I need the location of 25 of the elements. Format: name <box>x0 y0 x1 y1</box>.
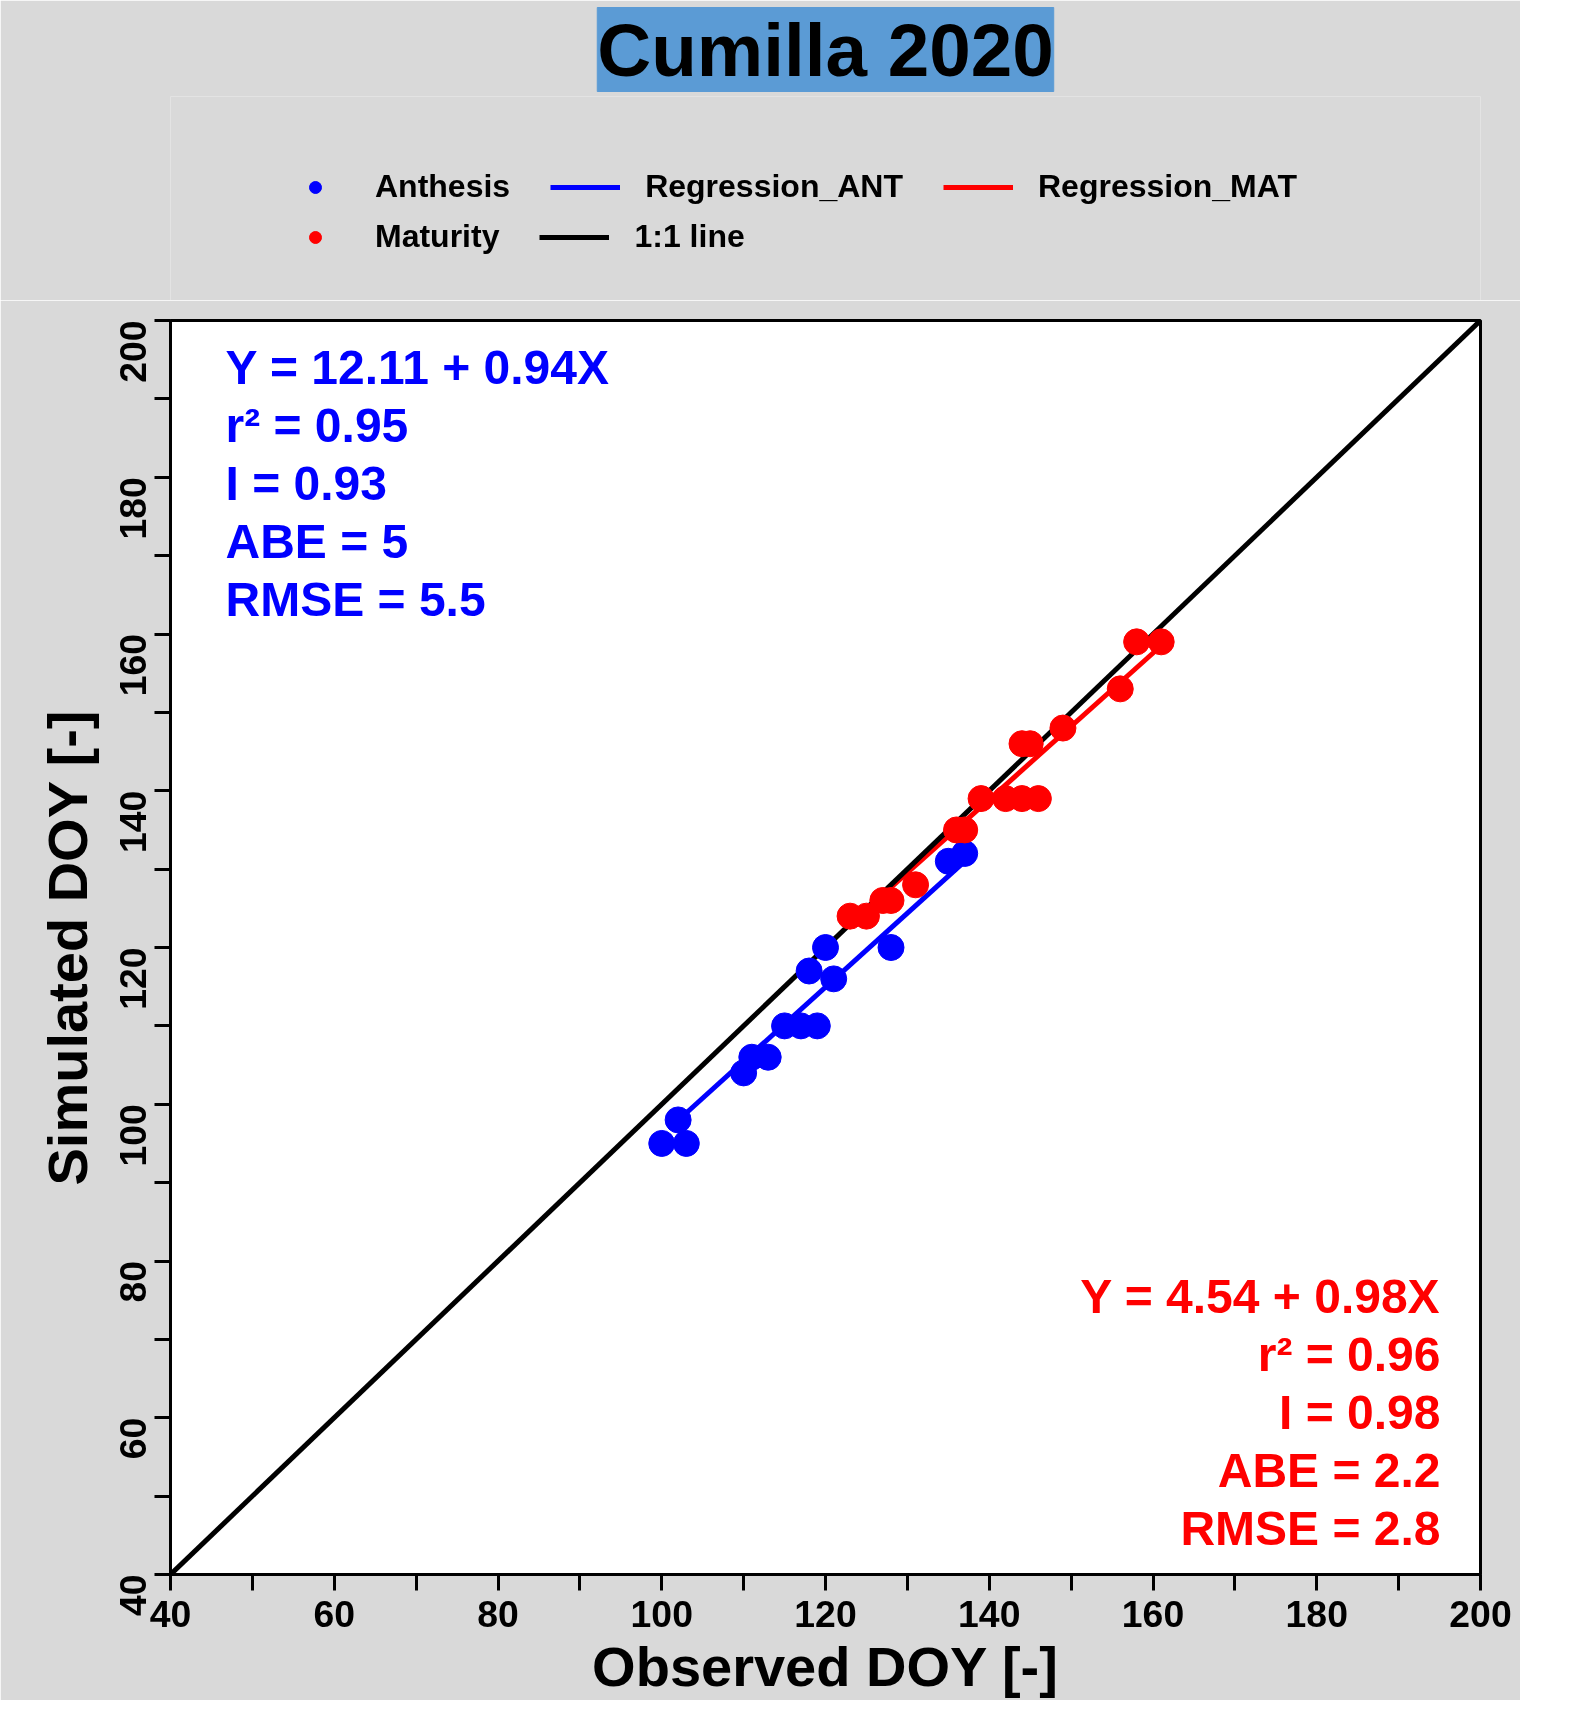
x-tick-label: 160 <box>1121 1592 1185 1635</box>
x-tick-label: 120 <box>794 1592 857 1635</box>
y-tick-label: 160 <box>111 634 154 697</box>
y-tick-label: 140 <box>111 790 154 854</box>
legend-label: 1:1 line <box>634 218 745 255</box>
y-tick-label: 120 <box>111 947 154 1010</box>
y-tick-label: 100 <box>111 1104 154 1167</box>
x-tick-label: 140 <box>958 1592 1021 1635</box>
y-tick-label: 80 <box>111 1260 154 1303</box>
y-tick-label: 60 <box>111 1417 154 1460</box>
legend-label: Maturity <box>375 218 500 255</box>
x-tick-label: 40 <box>149 1592 192 1635</box>
y-tick-label: 200 <box>111 320 154 383</box>
legend-label: Regression_MAT <box>1037 168 1297 205</box>
x-tick-label: 180 <box>1285 1592 1348 1635</box>
legend-label: Regression_ANT <box>645 168 903 205</box>
x-tick-label: 60 <box>313 1592 356 1635</box>
x-axis-title: Observed DOY [-] <box>592 1634 1058 1698</box>
x-tick-label: 100 <box>630 1592 693 1635</box>
x-tick-label: 80 <box>477 1592 519 1635</box>
y-axis-title: Simulated DOY [-] <box>35 710 99 1186</box>
x-tick-label: 200 <box>1449 1592 1512 1635</box>
chart-title: Cumilla 2020 <box>597 7 1054 92</box>
y-tick-label: 180 <box>111 477 154 540</box>
legend-label: Anthesis <box>375 168 511 205</box>
